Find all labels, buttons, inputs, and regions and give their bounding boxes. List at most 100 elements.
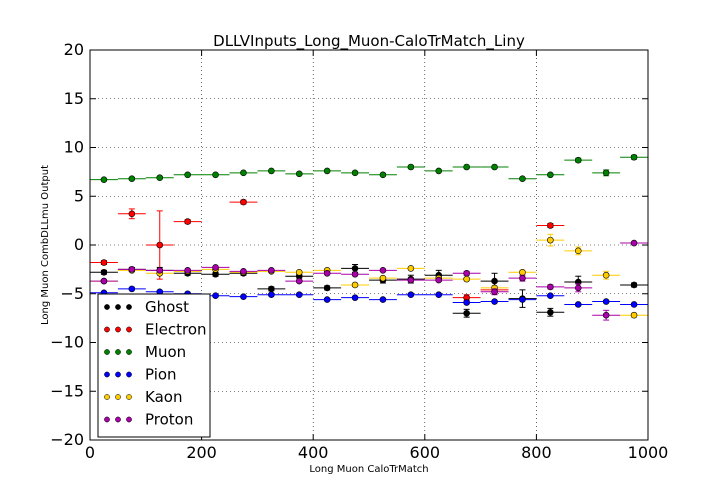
data-point	[184, 218, 191, 225]
data-point	[128, 285, 136, 293]
legend-entry-electron: Electron	[104, 321, 207, 339]
data-point	[491, 288, 498, 296]
data-point	[128, 210, 136, 218]
legend-marker	[104, 349, 110, 355]
legend: Ghost Electron Muon Pion Kaon Proton	[97, 293, 211, 438]
data-point	[351, 270, 359, 278]
legend-marker	[115, 416, 121, 423]
data-point	[630, 311, 638, 319]
x-tick-label: 200	[186, 443, 217, 462]
y-tick-label: −5	[60, 284, 84, 303]
data-point	[295, 291, 303, 299]
y-tick-label: 0	[74, 235, 84, 254]
x-tick-label: 600	[410, 443, 441, 462]
legend-marker	[115, 304, 121, 310]
y-tick-label: 15	[64, 89, 84, 108]
data-point	[379, 274, 387, 282]
x-axis-label: Long Muon CaloTrMatch	[309, 464, 428, 475]
data-point	[212, 264, 219, 271]
data-point	[547, 236, 554, 244]
legend-marker	[104, 326, 110, 333]
data-point	[547, 222, 554, 229]
data-point	[630, 153, 638, 161]
data-point	[574, 301, 582, 308]
data-point	[407, 265, 415, 272]
legend-marker	[104, 394, 110, 400]
data-point	[268, 167, 275, 175]
legend-label: Kaon	[145, 388, 182, 406]
x-tick-label: 1000	[628, 443, 669, 462]
data-point	[323, 167, 331, 175]
data-point	[602, 298, 610, 305]
legend-entry-ghost: Ghost	[104, 298, 189, 316]
data-point	[184, 267, 191, 274]
data-point	[351, 281, 359, 289]
y-tick-label: 20	[64, 40, 84, 59]
legend-entry-pion: Pion	[104, 366, 177, 384]
data-point	[351, 294, 359, 301]
data-point	[323, 269, 331, 277]
data-point	[351, 169, 359, 177]
legend-marker	[126, 394, 132, 400]
data-point	[602, 271, 610, 279]
data-point	[491, 163, 498, 171]
legend-entry-kaon: Kaon	[104, 388, 182, 406]
data-point	[407, 291, 415, 299]
data-point	[156, 241, 164, 249]
y-tick-label: −15	[50, 381, 84, 400]
x-tick-label: 800	[521, 443, 552, 462]
legend-marker	[104, 304, 110, 310]
data-point	[212, 171, 219, 179]
data-point	[630, 301, 638, 308]
series-layer	[90, 153, 648, 321]
data-point	[491, 277, 498, 285]
data-point	[379, 296, 387, 303]
legend-marker	[126, 304, 132, 310]
data-point	[295, 170, 303, 178]
data-point	[602, 311, 610, 319]
data-point	[323, 284, 331, 292]
data-point	[547, 308, 554, 316]
data-point	[463, 163, 470, 171]
data-point	[463, 309, 470, 317]
data-point	[519, 296, 526, 303]
legend-marker	[115, 326, 121, 333]
data-point	[240, 293, 247, 300]
data-point	[435, 291, 443, 299]
legend-marker	[126, 349, 132, 355]
y-tick-label: 10	[64, 138, 84, 157]
series-proton	[90, 239, 648, 321]
data-point	[128, 266, 136, 273]
data-point	[156, 267, 164, 274]
data-point	[240, 169, 247, 177]
data-point	[547, 283, 554, 291]
legend-entry-muon: Muon	[104, 343, 186, 361]
data-point	[100, 176, 108, 183]
legend-label: Pion	[145, 366, 177, 384]
data-point	[268, 291, 275, 299]
data-point	[295, 268, 303, 276]
legend-label: Muon	[145, 343, 186, 361]
legend-marker	[104, 416, 110, 423]
data-point	[240, 268, 247, 275]
data-point	[295, 277, 303, 285]
data-point	[519, 175, 526, 182]
legend-marker	[126, 416, 132, 423]
legend-marker	[115, 349, 121, 355]
data-point	[379, 171, 387, 179]
data-point	[491, 298, 498, 305]
series-muon	[90, 153, 648, 183]
data-point	[630, 281, 638, 289]
data-point	[547, 292, 554, 300]
legend-label: Ghost	[145, 298, 189, 316]
data-point	[630, 239, 638, 247]
legend-marker	[115, 394, 121, 400]
data-point	[323, 296, 331, 303]
x-tick-label: 400	[298, 443, 329, 462]
x-tick-label: 0	[85, 443, 95, 462]
data-point	[519, 268, 526, 276]
data-point	[463, 269, 470, 277]
legend-label: Electron	[145, 321, 207, 339]
legend-box	[97, 293, 211, 438]
